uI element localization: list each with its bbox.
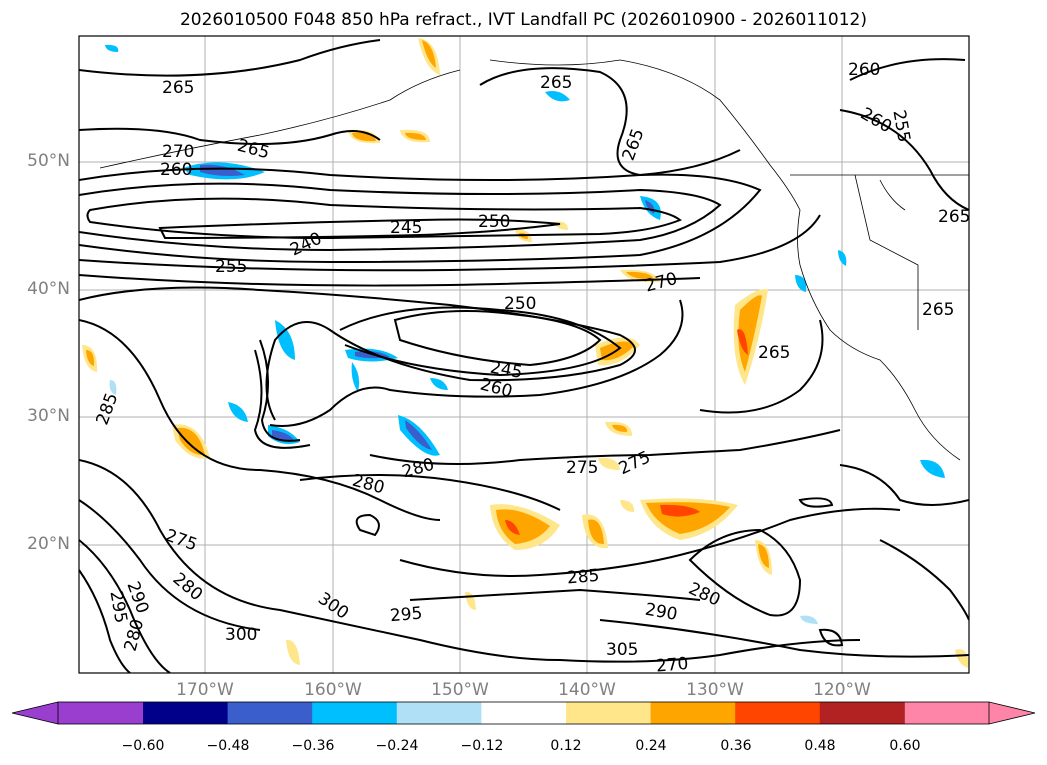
colorbar-tick: −0.36 <box>291 738 335 754</box>
contour-label: 245 <box>390 218 422 238</box>
contour-label: 270 <box>162 142 194 162</box>
contour-label: 270 <box>655 654 689 677</box>
colorbar-tick: 0.60 <box>889 738 921 754</box>
lon-label-130w: 130°W <box>686 680 744 700</box>
contour-label: 285 <box>566 566 600 589</box>
colorbar-bin <box>481 702 567 724</box>
colorbar-bin <box>735 702 821 724</box>
contour-label: 265 <box>758 343 790 363</box>
lon-label-120w: 120°W <box>813 680 871 700</box>
contour-label: 255 <box>215 257 247 277</box>
contour-labels: 265 265 265 265 260 260 255 270 260 265 … <box>93 60 971 677</box>
colorbar-tick: 0.12 <box>550 738 582 754</box>
colorbar-bin <box>396 702 482 724</box>
contour-label: 265 <box>938 207 970 227</box>
contour-label: 305 <box>606 640 638 660</box>
contour-label: 275 <box>566 458 598 478</box>
lat-label-40n: 40°N <box>27 279 70 299</box>
colorbar-bin <box>566 702 652 724</box>
map-title: 2026010500 F048 850 hPa refract., IVT La… <box>179 10 867 30</box>
lon-label-140w: 140°W <box>558 680 616 700</box>
contour-label: 260 <box>848 60 880 80</box>
colorbar-tick: 0.24 <box>635 738 667 754</box>
colorbar <box>11 701 1036 725</box>
contour-label: 250 <box>504 294 536 314</box>
lat-label-30n: 30°N <box>27 406 70 426</box>
colorbar-tick: −0.48 <box>206 738 250 754</box>
colorbar-bin <box>143 702 229 724</box>
colorbar-extend-high <box>989 702 1035 724</box>
colorbar-tick: 0.48 <box>804 738 836 754</box>
contour-label: 265 <box>162 78 194 98</box>
map-frame <box>78 35 970 674</box>
colorbar-bin <box>819 702 905 724</box>
contour-label: 300 <box>225 625 257 645</box>
contour-label: 260 <box>160 160 192 180</box>
lon-label-160w: 160°W <box>304 680 362 700</box>
colorbar-bin <box>58 702 143 724</box>
contour-label: 265 <box>922 300 954 320</box>
map-background <box>79 36 969 673</box>
contour-label: 250 <box>478 212 510 232</box>
colorbar-tick: −0.24 <box>375 738 419 754</box>
colorbar-extend-low <box>12 702 58 724</box>
colorbar-bin <box>905 702 989 724</box>
contour-lines <box>79 39 969 673</box>
colorbar-tick: 0.36 <box>720 738 752 754</box>
lat-label-20n: 20°N <box>27 534 70 554</box>
lon-label-170w: 170°W <box>176 680 234 700</box>
colorbar-bin <box>227 702 313 724</box>
lat-label-50n: 50°N <box>27 151 70 171</box>
colorbar-bin <box>312 702 398 724</box>
colorbar-tick: −0.60 <box>121 738 165 754</box>
lon-label-150w: 150°W <box>431 680 489 700</box>
colorbar-tick: −0.12 <box>460 738 504 754</box>
contour-label: 295 <box>389 604 423 627</box>
colorbar-bin <box>650 702 736 724</box>
coastlines <box>99 59 969 461</box>
contour-label: 265 <box>540 73 572 93</box>
